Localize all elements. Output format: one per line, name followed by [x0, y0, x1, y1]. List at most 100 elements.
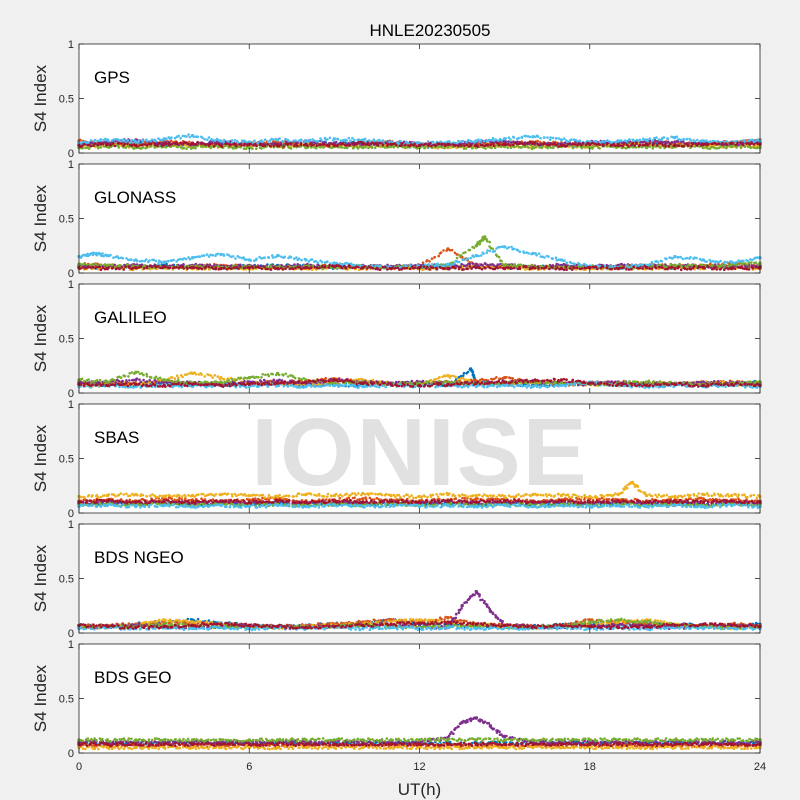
- data-point: [681, 140, 685, 143]
- data-point: [670, 140, 674, 144]
- data-point: [610, 141, 613, 144]
- data-point: [638, 138, 642, 142]
- data-point: [579, 263, 582, 267]
- data-point: [739, 141, 742, 144]
- data-point: [537, 143, 540, 147]
- data-point: [466, 267, 470, 271]
- data-point: [310, 258, 314, 261]
- data-point: [164, 260, 167, 264]
- data-point: [677, 144, 681, 147]
- data-point: [713, 146, 717, 150]
- data-point: [673, 143, 677, 148]
- panel-label: GPS: [94, 68, 130, 87]
- data-point: [170, 143, 173, 146]
- data-point: [217, 264, 220, 268]
- data-point: [696, 138, 699, 142]
- data-point: [488, 249, 492, 253]
- data-point: [289, 147, 293, 150]
- data-point: [578, 139, 582, 142]
- data-point: [287, 146, 291, 149]
- data-point: [506, 146, 510, 149]
- data-point: [518, 250, 522, 254]
- data-point: [436, 262, 439, 266]
- data-point: [96, 143, 99, 147]
- data-point: [351, 136, 354, 140]
- data-point: [294, 266, 297, 270]
- data-point: [239, 265, 242, 268]
- data-point: [304, 258, 308, 262]
- data-point: [491, 247, 495, 251]
- data-point: [435, 267, 439, 271]
- data-point: [430, 257, 434, 261]
- data-point: [222, 254, 226, 257]
- data-point: [371, 267, 375, 270]
- data-point: [472, 246, 476, 250]
- data-point: [551, 146, 555, 150]
- data-point: [667, 144, 670, 148]
- data-point: [510, 245, 513, 249]
- data-point: [534, 145, 538, 149]
- data-point: [517, 263, 520, 267]
- data-point: [292, 142, 295, 145]
- data-point: [170, 136, 173, 139]
- data-point: [485, 239, 489, 243]
- data-point: [527, 146, 530, 149]
- data-point: [655, 140, 659, 143]
- data-point: [482, 139, 486, 143]
- data-point: [687, 142, 690, 145]
- data-point: [460, 144, 463, 147]
- data-point: [670, 265, 674, 269]
- figure-title: HNLE20230505: [370, 21, 491, 40]
- data-point: [721, 264, 725, 267]
- data-point: [165, 142, 168, 145]
- data-point: [207, 265, 210, 269]
- data-point: [625, 139, 628, 143]
- data-point: [124, 265, 127, 269]
- data-point: [255, 144, 258, 148]
- data-point: [87, 265, 90, 268]
- data-point: [705, 260, 708, 263]
- data-point: [310, 141, 314, 144]
- data-point: [650, 267, 654, 270]
- data-point: [512, 136, 516, 139]
- data-point: [752, 143, 756, 146]
- data-point: [648, 142, 651, 145]
- data-point: [400, 144, 403, 147]
- data-point: [551, 257, 554, 261]
- data-point: [184, 257, 188, 261]
- data-point: [260, 147, 263, 150]
- data-point: [658, 266, 662, 269]
- data-point: [549, 143, 552, 146]
- data-point: [117, 146, 121, 149]
- data-point: [532, 146, 536, 150]
- data-point: [123, 142, 127, 146]
- data-point: [716, 139, 719, 143]
- data-point: [725, 261, 729, 264]
- data-point: [187, 145, 191, 148]
- data-point: [492, 144, 496, 148]
- data-point: [447, 262, 451, 266]
- data-point: [99, 142, 103, 146]
- data-point: [621, 144, 624, 148]
- data-point: [682, 144, 685, 148]
- data-point: [121, 256, 125, 260]
- data-point: [188, 258, 192, 261]
- data-point: [427, 263, 431, 266]
- data-point: [664, 145, 668, 148]
- data-point: [741, 143, 745, 147]
- data-point: [271, 138, 275, 141]
- data-point: [141, 143, 145, 146]
- data-point: [87, 141, 90, 144]
- data-point: [271, 256, 275, 259]
- data-point: [657, 138, 661, 141]
- data-point: [366, 141, 370, 144]
- data-point: [201, 141, 204, 145]
- data-point: [736, 141, 739, 145]
- data-point: [182, 263, 185, 266]
- data-point: [536, 135, 540, 138]
- data-point: [299, 142, 303, 145]
- data-point: [353, 138, 356, 142]
- data-point: [145, 139, 149, 143]
- data-point: [263, 256, 266, 260]
- data-point: [328, 263, 331, 267]
